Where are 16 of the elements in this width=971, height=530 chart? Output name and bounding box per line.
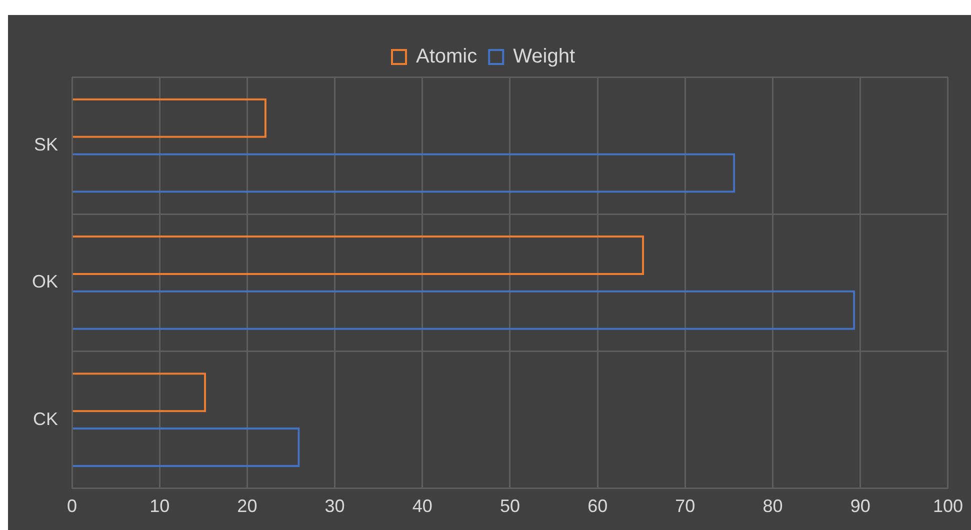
- x-tick-label: 30: [324, 496, 345, 516]
- y-tick-label: CK: [32, 408, 58, 429]
- legend-label: Weight: [513, 46, 576, 68]
- y-tick-label: OK: [32, 272, 58, 292]
- x-tick-label: 100: [932, 496, 964, 516]
- x-tick-label: 10: [150, 496, 170, 516]
- x-tick-label: 50: [500, 496, 520, 516]
- y-tick-label: SK: [34, 134, 58, 155]
- x-tick-label: 90: [850, 496, 870, 516]
- x-tick-label: 20: [237, 496, 258, 516]
- x-tick-label: 80: [762, 496, 783, 516]
- x-tick-label: 70: [675, 496, 696, 516]
- legend-label: Atomic: [416, 46, 478, 68]
- x-tick-label: 40: [412, 496, 432, 516]
- x-tick-label: 60: [588, 496, 608, 516]
- x-tick-label: 0: [67, 496, 78, 516]
